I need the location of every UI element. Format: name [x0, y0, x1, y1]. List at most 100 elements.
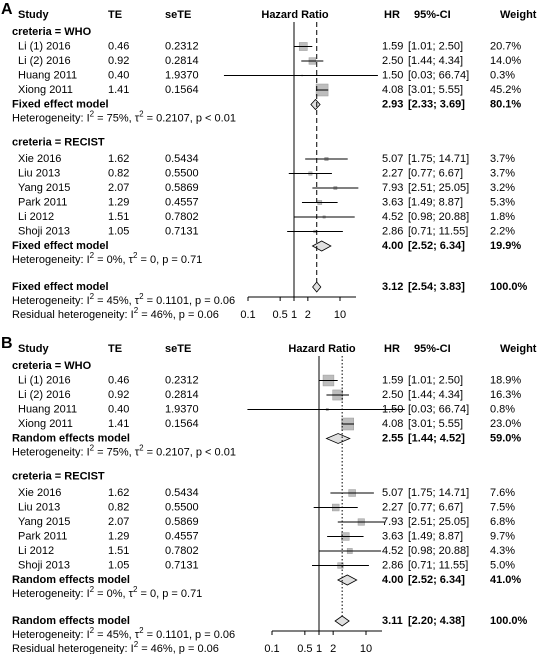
hr-value: 4.08 [382, 84, 403, 96]
weight-value: 41.0% [490, 574, 521, 586]
x-tick-label: 10 [334, 309, 346, 321]
heterogeneity-part: 2 [90, 109, 95, 118]
col-header: HR [384, 343, 400, 355]
col-header: 95%-CI [414, 343, 451, 355]
ci-value: [2.20; 4.38] [408, 615, 465, 627]
te-value: 1.29 [108, 196, 129, 208]
heterogeneity-part: = 0, p = 0.71 [137, 588, 202, 600]
weight-value: 3.7% [490, 167, 515, 179]
col-header: HR [384, 9, 400, 21]
ci-value: [3.01; 5.55] [408, 418, 463, 430]
study-name: Xie 2016 [18, 487, 61, 499]
se-value: 0.5434 [165, 153, 199, 165]
group-title: creteria = WHO [12, 360, 92, 372]
heterogeneity: Heterogeneity: I2 = 0%, τ2 = 0, p = 0.71 [12, 251, 202, 266]
summary-name: Random effects model [12, 574, 130, 586]
te-value: 0.92 [108, 389, 129, 401]
weight-value: 5.3% [490, 196, 515, 208]
heterogeneity-part: = 0.1101, p = 0.06 [144, 629, 236, 641]
hr-value: 5.07 [382, 487, 403, 499]
heterogeneity-part: Heterogeneity: I [12, 588, 90, 600]
study-name: Shoji 2013 [18, 225, 70, 237]
ci-value: [1.44; 4.34] [408, 389, 463, 401]
col-header: seTE [165, 343, 191, 355]
heterogeneity-part: Heterogeneity: I [12, 446, 90, 458]
col-header: TE [108, 343, 122, 355]
heterogeneity: Heterogeneity: I2 = 75%, τ2 = 0.2107, p … [12, 109, 236, 124]
hr-value: 1.50 [382, 403, 403, 415]
ci-value: [2.52; 6.34] [408, 574, 465, 586]
hr-value: 2.93 [382, 98, 403, 110]
te-value: 0.82 [108, 501, 129, 513]
x-tick-label: 2 [330, 643, 336, 654]
te-value: 0.82 [108, 167, 129, 179]
hr-value: 4.08 [382, 418, 403, 430]
heterogeneity: Heterogeneity: I2 = 45%, τ2 = 0.1101, p … [12, 292, 235, 307]
heterogeneity-part: Heterogeneity: I [12, 629, 90, 641]
study-name: Li 2012 [18, 545, 54, 557]
heterogeneity: Heterogeneity: I2 = 0%, τ2 = 0, p = 0.71 [12, 585, 202, 600]
col-header: Weight [500, 343, 537, 355]
se-value: 1.9370 [165, 69, 199, 81]
hr-value: 4.52 [382, 211, 403, 223]
weight-value: 7.6% [490, 487, 515, 499]
hr-value: 4.00 [382, 574, 403, 586]
summary-diamond [325, 433, 351, 444]
ci-value: [0.03; 66.74] [408, 69, 469, 81]
col-header: TE [108, 9, 122, 21]
x-tick-label: 2 [305, 309, 311, 321]
te-value: 1.29 [108, 530, 129, 542]
group-title: creteria = RECIST [12, 470, 105, 482]
se-value: 0.2814 [165, 55, 199, 67]
hr-value: 7.93 [382, 182, 403, 194]
se-value: 0.1564 [165, 418, 199, 430]
group-title: creteria = RECIST [12, 136, 105, 148]
heterogeneity-part: = 0%, τ [94, 254, 134, 266]
te-value: 0.46 [108, 40, 129, 52]
heterogeneity-part: Heterogeneity: I [12, 112, 90, 124]
study-name: Park 2011 [18, 196, 67, 208]
panel-label: A [1, 1, 13, 18]
ci-value: [1.44; 4.34] [408, 55, 463, 67]
se-value: 1.9370 [165, 403, 199, 415]
heterogeneity-part: 2 [90, 626, 95, 635]
se-value: 0.2312 [165, 374, 199, 386]
hr-value: 5.07 [382, 153, 403, 165]
hr-value: 4.52 [382, 545, 403, 557]
weight-value: 2.2% [490, 225, 515, 237]
te-value: 2.07 [108, 182, 129, 194]
col-header: Hazard Ratio [288, 343, 356, 355]
se-value: 0.7802 [165, 545, 199, 557]
te-value: 1.05 [108, 225, 129, 237]
study-name: Xiong 2011 [18, 418, 73, 430]
ci-value: [1.44; 4.52] [408, 432, 465, 444]
weight-value: 100.0% [490, 615, 528, 627]
heterogeneity-part: = 45%, τ [94, 295, 140, 307]
summary-name: Random effects model [12, 432, 130, 444]
se-value: 0.5434 [165, 487, 199, 499]
heterogeneity-part: 2 [90, 292, 95, 301]
weight-value: 3.2% [490, 182, 515, 194]
study-name: Xiong 2011 [18, 84, 73, 96]
ci-value: [3.01; 5.55] [408, 84, 463, 96]
col-header: 95%-CI [414, 9, 451, 21]
te-value: 0.46 [108, 374, 129, 386]
hr-value: 3.63 [382, 530, 403, 542]
residual-heterogeneity-part: 2 [134, 640, 139, 649]
col-header: Study [18, 343, 49, 355]
hr-value: 2.86 [382, 559, 403, 571]
summary-diamond [334, 615, 350, 627]
se-value: 0.1564 [165, 84, 199, 96]
se-value: 0.4557 [165, 196, 199, 208]
weight-value: 59.0% [490, 432, 521, 444]
heterogeneity-part: 2 [139, 292, 144, 301]
hr-value: 2.50 [382, 55, 403, 67]
ci-value: [0.98; 20.88] [408, 211, 469, 223]
weight-value: 4.3% [490, 545, 515, 557]
hr-value: 2.27 [382, 501, 403, 513]
ci-value: [0.77; 6.67] [408, 501, 463, 513]
heterogeneity-part: = 75%, τ [94, 112, 140, 124]
x-tick-label: 1 [291, 309, 297, 321]
hr-value: 3.12 [382, 281, 403, 293]
te-value: 2.07 [108, 516, 129, 528]
